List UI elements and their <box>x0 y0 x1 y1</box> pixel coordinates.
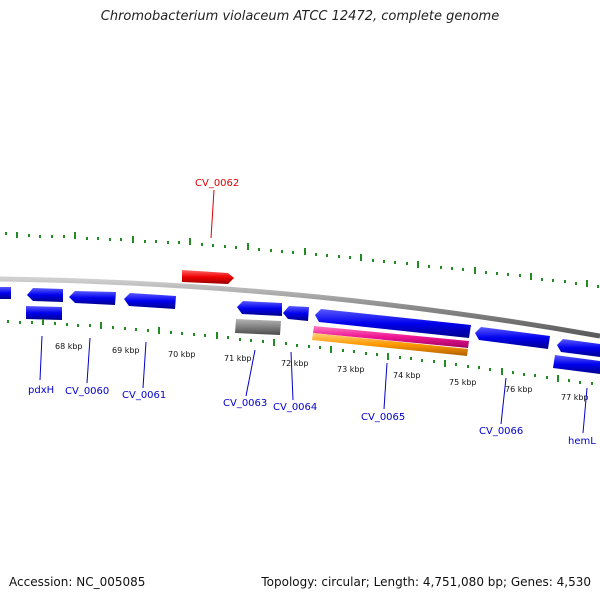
gene-label-hemL[interactable]: hemL <box>568 436 596 447</box>
genome-summary-text: Topology: circular; Length: 4,751,080 bp… <box>261 575 591 589</box>
scale-label-71kbp: 71 kbp <box>224 354 252 363</box>
lower-tick-track <box>7 319 593 385</box>
scale-label-72kbp: 72 kbp <box>281 359 309 368</box>
gene-arrow-cv-0066[interactable] <box>475 327 550 349</box>
gene-label-cv-0064[interactable]: CV_0064 <box>273 402 317 413</box>
feature-orange-cv-0065[interactable] <box>312 333 468 356</box>
gene-label-pdxh[interactable]: pdxH <box>28 385 54 396</box>
gene-labels: CV_0062 pdxH CV_0060 CV_0061 CV_0063 CV_… <box>28 178 596 447</box>
scale-labels: 68 kbp 69 kbp 70 kbp 71 kbp 72 kbp 73 kb… <box>55 342 589 402</box>
upper-tick-track <box>5 232 599 288</box>
gene-arrow-cv-0063-upper[interactable] <box>237 301 282 316</box>
scale-label-73kbp: 73 kbp <box>337 365 365 374</box>
leader-cv-0061 <box>142 341 147 389</box>
scale-label-77kbp: 77 kbp <box>561 393 589 402</box>
gene-label-cv-0066[interactable]: CV_0066 <box>479 426 523 437</box>
gene-arrow-hemL[interactable] <box>553 355 600 374</box>
gene-label-cv-0062[interactable]: CV_0062 <box>195 178 239 189</box>
gene-arrow-cv-0060[interactable] <box>69 291 116 305</box>
gene-label-cv-0061[interactable]: CV_0061 <box>122 390 166 401</box>
leader-cv-0064 <box>290 351 294 401</box>
leader-cv-0062 <box>210 189 215 239</box>
reverse-strand-genes <box>0 287 600 374</box>
gene-arrow-cv-0063[interactable] <box>235 319 281 335</box>
gene-arrow-cv-0064[interactable] <box>283 306 309 321</box>
scale-label-74kbp: 74 kbp <box>393 371 421 380</box>
gene-arrow-left-edge[interactable] <box>0 287 11 299</box>
leader-pdxh <box>39 335 43 381</box>
gene-arrow-cv-0062[interactable] <box>182 270 234 284</box>
gene-arrow-cv-0065[interactable] <box>315 309 471 338</box>
gene-arrow-pdxh-upper[interactable] <box>27 288 63 302</box>
scale-label-75kbp: 75 kbp <box>449 378 477 387</box>
gene-label-cv-0065[interactable]: CV_0065 <box>361 412 405 423</box>
leader-hemL <box>582 387 588 434</box>
gene-label-cv-0060[interactable]: CV_0060 <box>65 386 109 397</box>
scale-label-76kbp: 76 kbp <box>505 385 533 394</box>
gene-arrow-hemL-upper[interactable] <box>557 339 600 357</box>
leader-cv-0065 <box>383 362 388 410</box>
feature-pink-cv-0065[interactable] <box>313 326 469 348</box>
label-leader-lines <box>39 189 588 434</box>
leader-cv-0060 <box>86 337 91 384</box>
scale-label-69kbp: 69 kbp <box>112 346 140 355</box>
scale-label-68kbp: 68 kbp <box>55 342 83 351</box>
gene-arrow-pdxh[interactable] <box>26 306 62 320</box>
map-title: Chromobacterium violaceum ATCC 12472, co… <box>100 9 500 24</box>
gene-arrow-cv-0061[interactable] <box>124 293 176 309</box>
accession-text: Accession: NC_005085 <box>9 575 146 589</box>
gene-label-cv-0063[interactable]: CV_0063 <box>223 398 267 409</box>
genome-backbone <box>0 276 600 339</box>
leader-cv-0066 <box>500 377 507 425</box>
scale-label-70kbp: 70 kbp <box>168 350 196 359</box>
leader-cv-0063 <box>245 349 256 397</box>
